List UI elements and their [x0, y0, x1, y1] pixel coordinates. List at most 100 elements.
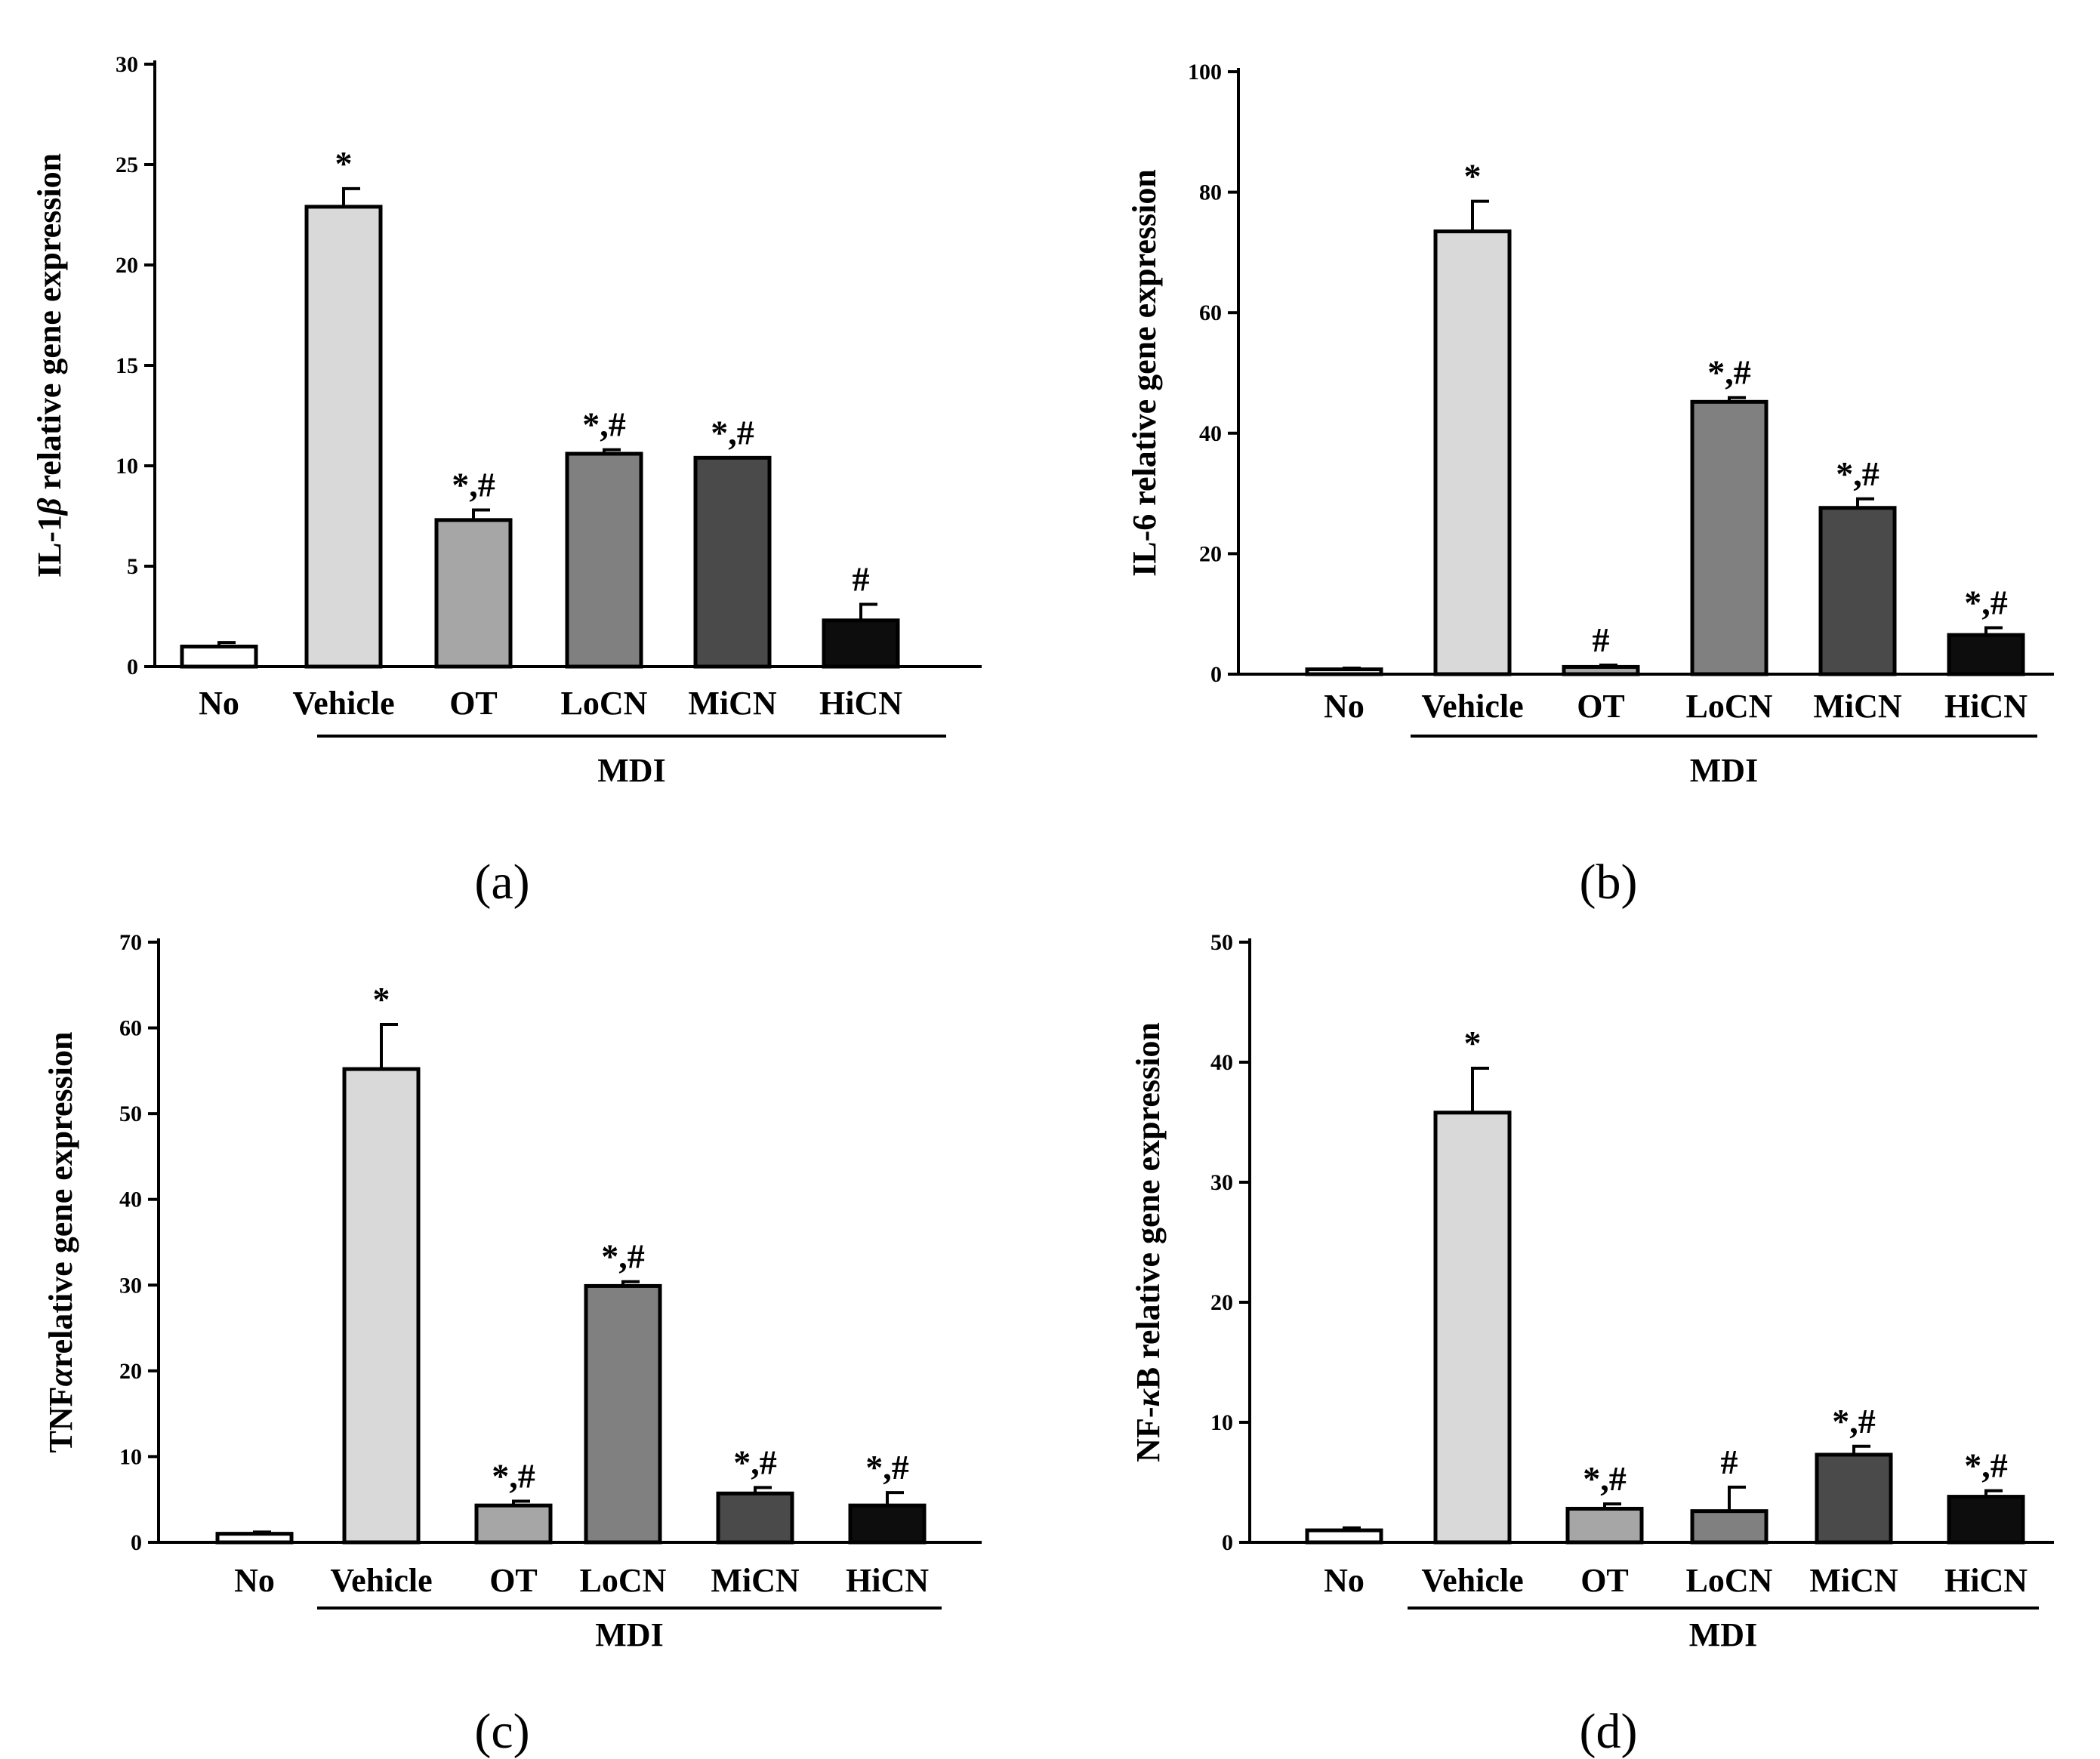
bar-locn — [565, 451, 643, 669]
significance-label-ot: # — [1593, 621, 1610, 659]
y-tick-label: 80 — [1199, 180, 1222, 205]
bar-no — [1305, 1528, 1383, 1545]
bar-locn — [584, 1283, 662, 1545]
significance-label-vehicle: * — [335, 144, 353, 183]
y-tick-label: 0 — [131, 1530, 142, 1555]
x-tick-label-hicn: HiCN — [1944, 1562, 2028, 1599]
significance-label-ot: *,# — [492, 1456, 535, 1495]
x-tick-label-micn: MiCN — [1813, 688, 1902, 725]
y-tick-label: 15 — [116, 353, 138, 378]
group-label: MDI — [1690, 752, 1758, 789]
y-tick-label: 30 — [1210, 1170, 1233, 1195]
y-axis-label: TNFαrelative gene expression — [42, 1032, 79, 1453]
x-tick-label-locn: LoCN — [1686, 1562, 1773, 1599]
x-tick-label-hicn: HiCN — [1944, 688, 2028, 725]
bar-hicn — [1947, 633, 2025, 676]
bar-ot — [434, 518, 513, 669]
group-label: MDI — [595, 1616, 663, 1653]
significance-label-micn: *,# — [733, 1443, 777, 1481]
bar-ot — [1565, 1506, 1644, 1545]
panel-label: (c) — [474, 1704, 529, 1759]
bar-no — [1305, 667, 1383, 676]
significance-label-vehicle: * — [1464, 1024, 1482, 1062]
y-tick-label: 40 — [119, 1188, 142, 1212]
bar-no — [215, 1532, 294, 1545]
y-tick-label: 0 — [1222, 1530, 1233, 1555]
bar-ot — [1562, 664, 1640, 676]
x-tick-label-micn: MiCN — [1809, 1562, 1898, 1599]
y-tick-label: 30 — [116, 52, 138, 77]
y-axis-label: IL-6 relative gene expression — [1126, 169, 1163, 577]
y-tick-label: 20 — [1210, 1290, 1233, 1315]
y-axis-label: IL-1β relative gene expression — [31, 153, 68, 578]
significance-label-vehicle: * — [1464, 157, 1482, 196]
bar-vehicle — [1433, 229, 1512, 676]
significance-label-micn: *,# — [711, 413, 754, 451]
y-tick-label: 10 — [116, 454, 138, 479]
significance-label-ot: *,# — [452, 466, 495, 504]
x-tick-label-vehicle: Vehicle — [1421, 688, 1523, 725]
significance-label-hicn: # — [853, 560, 870, 599]
x-tick-label-no: No — [199, 685, 239, 722]
y-tick-label: 20 — [116, 253, 138, 278]
x-tick-label-vehicle: Vehicle — [1421, 1562, 1523, 1599]
y-tick-label: 100 — [1188, 60, 1222, 85]
y-tick-label: 30 — [119, 1273, 142, 1298]
y-tick-label: 70 — [119, 930, 142, 955]
significance-label-locn: *,# — [601, 1237, 645, 1276]
bar-hicn — [822, 618, 900, 669]
bar-hicn — [848, 1503, 927, 1545]
significance-label-locn: # — [1721, 1443, 1738, 1481]
bar-vehicle — [304, 205, 383, 669]
x-tick-label-ot: OT — [449, 685, 498, 722]
y-tick-label: 60 — [119, 1016, 142, 1041]
x-tick-label-no: No — [1324, 1562, 1365, 1599]
y-tick-label: 10 — [119, 1444, 142, 1469]
bar-hicn — [1947, 1495, 2025, 1545]
x-tick-label-vehicle: Vehicle — [292, 685, 394, 722]
chart-panel-4: 0 10 20 30 40 50 NF-κB relative gene expressio… — [1130, 930, 2054, 1759]
bar-locn — [1690, 399, 1769, 676]
group-label: MDI — [1689, 1616, 1757, 1653]
significance-label-locn: *,# — [582, 405, 626, 444]
y-axis-label: NF-κB relative gene expression — [1130, 1022, 1167, 1462]
x-tick-label-micn: MiCN — [711, 1562, 800, 1599]
x-tick-label-no: No — [1324, 688, 1365, 725]
x-tick-label-vehicle: Vehicle — [330, 1562, 432, 1599]
x-tick-label-hicn: HiCN — [819, 685, 902, 722]
x-tick-label-ot: OT — [489, 1562, 538, 1599]
bar-micn — [1815, 1452, 1893, 1545]
x-tick-label-locn: LoCN — [561, 685, 648, 722]
panel-label: (d) — [1580, 1704, 1638, 1759]
bar-vehicle — [342, 1067, 421, 1545]
y-tick-label: 0 — [1210, 662, 1222, 687]
y-tick-label: 50 — [1210, 930, 1233, 955]
significance-label-ot: *,# — [1583, 1459, 1627, 1498]
y-tick-label: 25 — [116, 152, 138, 177]
chart-panel-3: 0 10 20 30 40 50 60 70 TNFαrelative gene express… — [42, 930, 982, 1759]
x-tick-label-ot: OT — [1577, 688, 1625, 725]
x-tick-label-hicn: HiCN — [846, 1562, 929, 1599]
y-tick-label: 50 — [119, 1101, 142, 1126]
significance-label-micn: *,# — [1832, 1402, 1876, 1440]
bar-ot — [474, 1503, 553, 1545]
y-tick-label: 0 — [127, 655, 138, 679]
significance-label-hicn: *,# — [1964, 584, 2008, 622]
y-tick-label: 5 — [127, 554, 138, 579]
x-tick-label-micn: MiCN — [688, 685, 777, 722]
y-tick-label: 40 — [1199, 421, 1222, 446]
chart-panel-2: 0 20 40 60 80 100 IL-6 relative gene expressio… — [1126, 60, 2054, 910]
x-tick-label-locn: LoCN — [580, 1562, 667, 1599]
y-tick-label: 20 — [1199, 541, 1222, 566]
bar-micn — [1818, 506, 1897, 676]
panel-label: (b) — [1580, 855, 1638, 910]
bar-micn — [716, 1491, 794, 1545]
y-tick-label: 10 — [1210, 1410, 1233, 1435]
bar-micn — [693, 455, 772, 669]
y-tick-label: 40 — [1210, 1050, 1233, 1075]
bar-no — [180, 644, 258, 669]
significance-label-vehicle: * — [373, 980, 390, 1018]
bar-vehicle — [1433, 1111, 1512, 1545]
significance-label-locn: *,# — [1707, 353, 1751, 392]
significance-label-micn: *,# — [1836, 454, 1880, 493]
